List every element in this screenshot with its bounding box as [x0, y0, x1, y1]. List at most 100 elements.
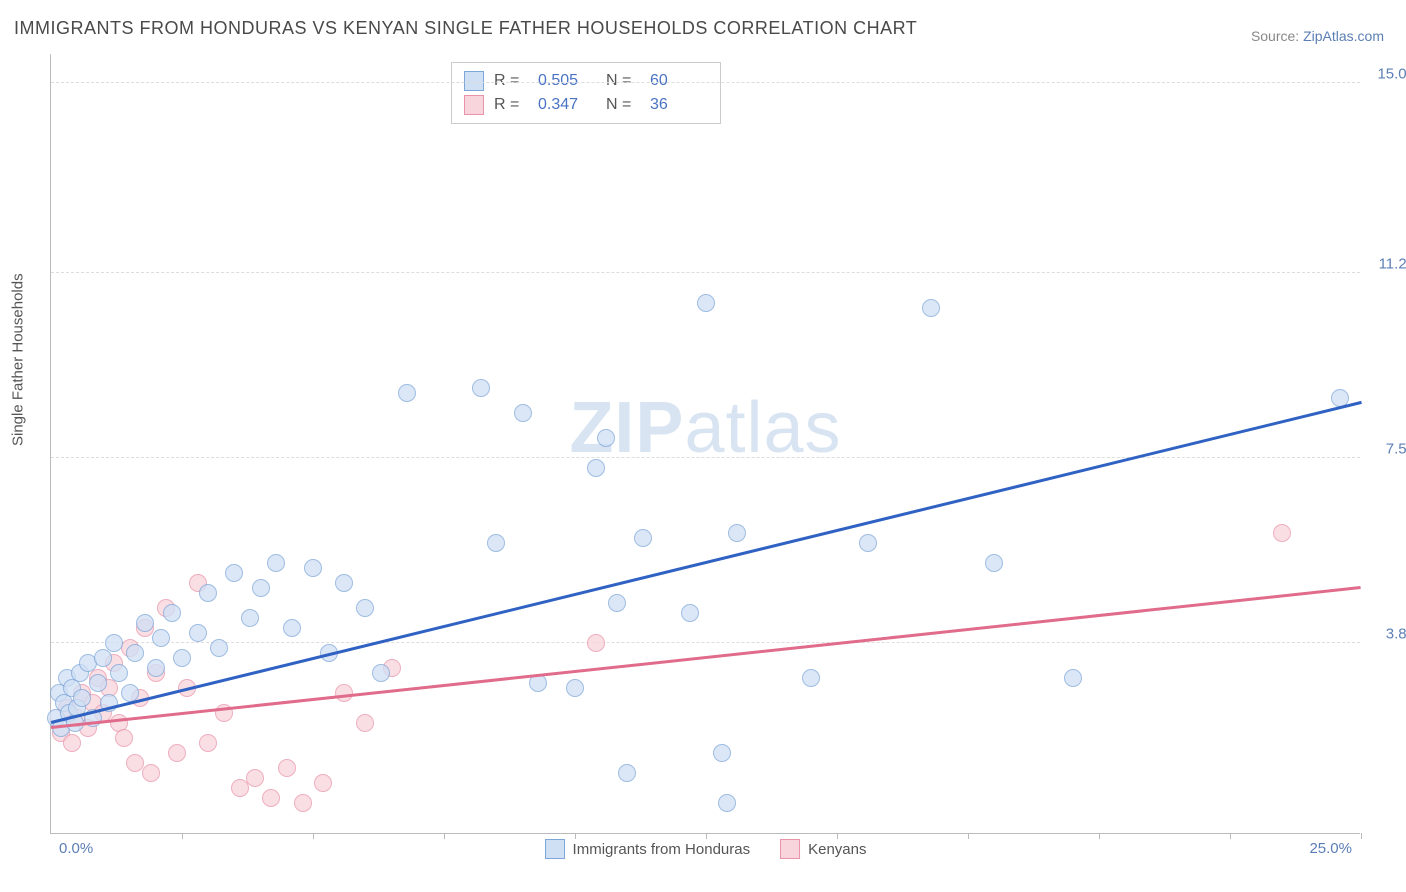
data-point-kenyans — [199, 734, 217, 752]
data-point-honduras — [252, 579, 270, 597]
data-point-honduras — [372, 664, 390, 682]
trend-line-kenyans — [51, 586, 1361, 728]
data-point-honduras — [126, 644, 144, 662]
data-point-kenyans — [63, 734, 81, 752]
n-value-kenyans: 36 — [650, 93, 708, 117]
gridline-h — [51, 457, 1360, 458]
data-point-honduras — [472, 379, 490, 397]
watermark-bold: ZIP — [569, 388, 684, 468]
data-point-honduras — [356, 599, 374, 617]
x-tick — [575, 833, 576, 839]
data-point-honduras — [922, 299, 940, 317]
x-tick — [1361, 833, 1362, 839]
data-point-honduras — [1064, 669, 1082, 687]
x-axis-min-label: 0.0% — [59, 840, 93, 857]
data-point-honduras — [94, 649, 112, 667]
legend-row: R = 0.347 N = 36 — [464, 93, 708, 117]
data-point-honduras — [225, 564, 243, 582]
data-point-honduras — [210, 639, 228, 657]
legend-item-kenyans: Kenyans — [780, 839, 866, 859]
legend-row: R = 0.505 N = 60 — [464, 69, 708, 93]
legend-label-kenyans: Kenyans — [808, 841, 866, 858]
data-point-honduras — [152, 629, 170, 647]
data-point-kenyans — [115, 729, 133, 747]
x-tick — [1230, 833, 1231, 839]
legend-label-honduras: Immigrants from Honduras — [573, 841, 751, 858]
n-value-honduras: 60 — [650, 69, 708, 93]
y-axis-title: Single Father Households — [10, 273, 27, 446]
r-label: R = — [494, 69, 528, 93]
x-tick — [182, 833, 183, 839]
gridline-h — [51, 82, 1360, 83]
legend-item-honduras: Immigrants from Honduras — [545, 839, 751, 859]
data-point-honduras — [173, 649, 191, 667]
y-tick-label: 7.5% — [1386, 441, 1406, 458]
data-point-honduras — [697, 294, 715, 312]
data-point-honduras — [89, 674, 107, 692]
data-point-kenyans — [231, 779, 249, 797]
data-point-honduras — [566, 679, 584, 697]
data-point-kenyans — [262, 789, 280, 807]
trend-line-honduras — [51, 401, 1362, 723]
x-tick — [1099, 833, 1100, 839]
gridline-h — [51, 272, 1360, 273]
data-point-honduras — [105, 634, 123, 652]
data-point-honduras — [147, 659, 165, 677]
x-tick — [706, 833, 707, 839]
y-tick-label: 3.8% — [1386, 626, 1406, 643]
watermark-light: atlas — [684, 388, 841, 468]
legend-stats: R = 0.505 N = 60 R = 0.347 N = 36 — [451, 62, 721, 124]
data-point-kenyans — [587, 634, 605, 652]
data-point-honduras — [713, 744, 731, 762]
data-point-honduras — [283, 619, 301, 637]
x-tick — [444, 833, 445, 839]
data-point-honduras — [163, 604, 181, 622]
data-point-honduras — [73, 689, 91, 707]
r-value-honduras: 0.505 — [538, 69, 596, 93]
data-point-honduras — [802, 669, 820, 687]
data-point-kenyans — [142, 764, 160, 782]
x-tick — [837, 833, 838, 839]
data-point-honduras — [487, 534, 505, 552]
data-point-kenyans — [294, 794, 312, 812]
legend-swatch-kenyans — [780, 839, 800, 859]
data-point-kenyans — [1273, 524, 1291, 542]
data-point-honduras — [608, 594, 626, 612]
data-point-honduras — [718, 794, 736, 812]
data-point-kenyans — [168, 744, 186, 762]
data-point-honduras — [728, 524, 746, 542]
data-point-honduras — [267, 554, 285, 572]
data-point-honduras — [241, 609, 259, 627]
r-value-kenyans: 0.347 — [538, 93, 596, 117]
data-point-kenyans — [246, 769, 264, 787]
data-point-honduras — [514, 404, 532, 422]
y-tick-label: 15.0% — [1377, 66, 1406, 83]
plot-area: ZIPatlas R = 0.505 N = 60 R = 0.347 N = … — [50, 54, 1360, 834]
r-label: R = — [494, 93, 528, 117]
data-point-honduras — [859, 534, 877, 552]
legend-swatch-honduras — [464, 71, 484, 91]
data-point-honduras — [597, 429, 615, 447]
data-point-honduras — [398, 384, 416, 402]
legend-swatch-kenyans — [464, 95, 484, 115]
chart-title: IMMIGRANTS FROM HONDURAS VS KENYAN SINGL… — [14, 18, 917, 39]
data-point-kenyans — [278, 759, 296, 777]
data-point-honduras — [681, 604, 699, 622]
legend-series: Immigrants from Honduras Kenyans — [545, 839, 867, 859]
data-point-honduras — [189, 624, 207, 642]
data-point-honduras — [587, 459, 605, 477]
data-point-honduras — [985, 554, 1003, 572]
data-point-honduras — [304, 559, 322, 577]
source-attribution: Source: ZipAtlas.com — [1251, 28, 1384, 44]
legend-swatch-honduras — [545, 839, 565, 859]
chart-container: IMMIGRANTS FROM HONDURAS VS KENYAN SINGL… — [0, 0, 1406, 892]
n-label: N = — [606, 93, 640, 117]
y-tick-label: 11.2% — [1379, 256, 1406, 273]
n-label: N = — [606, 69, 640, 93]
data-point-honduras — [634, 529, 652, 547]
data-point-kenyans — [314, 774, 332, 792]
x-axis-max-label: 25.0% — [1309, 840, 1352, 857]
x-tick — [968, 833, 969, 839]
source-value: ZipAtlas.com — [1303, 28, 1384, 44]
data-point-honduras — [335, 574, 353, 592]
